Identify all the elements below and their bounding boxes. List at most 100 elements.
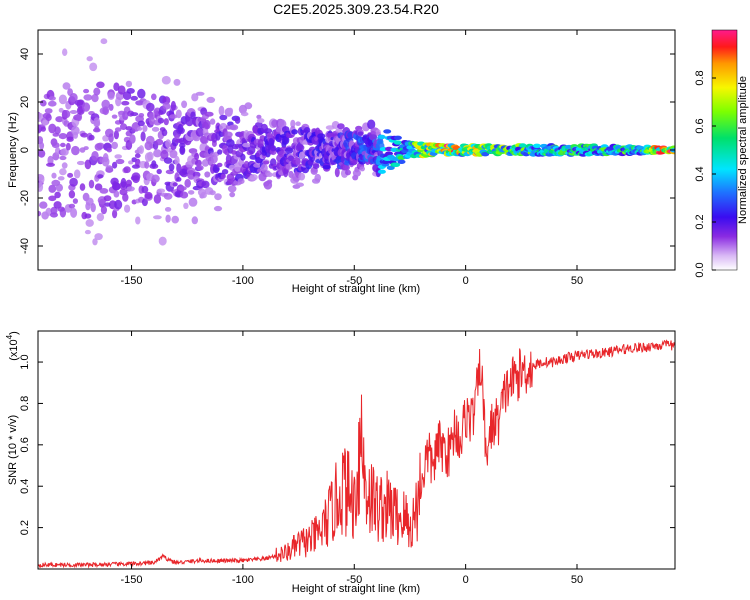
- spectrogram-blob-47: [55, 183, 64, 192]
- spectrogram-blob-63: [61, 162, 68, 169]
- spectrogram-blob-503: [234, 117, 241, 124]
- spectrogram-blob-469: [221, 169, 229, 175]
- spectrogram-blob-1014: [393, 135, 402, 140]
- snr-y-tick-label-2: 0.6: [19, 437, 31, 452]
- spectrogram-blob-414: [201, 159, 210, 167]
- spectrogram-blob-335: [175, 109, 182, 119]
- colorbar-tick-label-4: 0.8: [694, 70, 706, 85]
- spectrogram-blob-428: [206, 96, 216, 103]
- spectrogram-blob-288: [158, 236, 167, 246]
- spectrogram-blob-124: [92, 238, 98, 246]
- spectrogram-blob-68: [65, 142, 71, 151]
- spectrogram-blob-342: [177, 186, 187, 191]
- spectrogram-blob-997: [385, 151, 393, 156]
- spectrogram-blob-478: [224, 131, 233, 138]
- spectrogram-blob-119: [89, 62, 98, 72]
- spectrogram-blob-212: [128, 160, 134, 165]
- spectrogram-blob-370: [187, 170, 196, 180]
- spectrogram-blob-454: [216, 162, 223, 168]
- spectrogram-blob-60: [61, 48, 68, 56]
- spectrogram-blob-235: [137, 88, 146, 99]
- spectrogram-blob-897: [352, 169, 361, 177]
- snr-y-tick-label-3: 0.8: [19, 396, 31, 411]
- spectrogram-blob-111: [86, 56, 93, 62]
- spectrogram-blob-298: [162, 102, 171, 110]
- spectrogram-blob-43: [54, 126, 61, 135]
- spectrogram-blob-320: [172, 182, 178, 187]
- spectrogram-blob-281: [156, 168, 162, 175]
- spectrogram-blob-12: [38, 149, 46, 158]
- spectrogram-blob-328: [173, 78, 181, 86]
- colorbar-tick-label-3: 0.6: [694, 118, 706, 133]
- spectrogram-blob-294: [160, 149, 169, 160]
- snr-x-ticks: -150 -100 -50 0 50: [121, 331, 583, 586]
- spectrogram-blob-267: [151, 93, 157, 101]
- spectrogram-blob-79: [69, 110, 78, 114]
- spectrogram-blob-523: [240, 111, 249, 117]
- spectrogram-blob-220: [130, 95, 138, 101]
- spectrogram-blob-13: [39, 141, 45, 150]
- colorbar-tick-label-2: 0.4: [694, 166, 706, 181]
- spectrogram-blob-193: [120, 177, 127, 188]
- spectrogram-blob-64: [62, 110, 71, 119]
- spectrogram-blob-243: [140, 131, 146, 142]
- spectrogram-blob-160: [106, 147, 113, 153]
- spectrogram-blob-78: [68, 203, 76, 209]
- spec-y-tick-label-1: -20: [19, 190, 31, 206]
- snr-multiplier-prefix: (x10: [8, 339, 20, 360]
- spectrogram-blob-297: [163, 118, 169, 126]
- spectrogram-blob-564: [255, 122, 263, 128]
- spectrogram-blob-71: [67, 172, 74, 178]
- spectrogram-blob-835: [337, 123, 345, 130]
- snr-x-tick-label-1: -100: [232, 574, 254, 586]
- colorbar-label: Normalized spectral amplitude: [737, 76, 749, 224]
- spectrogram-blob-628: [275, 127, 282, 133]
- spectrogram-blob-385: [192, 171, 201, 178]
- spectrogram-blob-247: [144, 161, 150, 169]
- spectrogram-blob-530: [242, 142, 251, 148]
- spectrogram-blob-379: [191, 216, 198, 225]
- spectrogram-blob-383: [194, 153, 200, 160]
- spectrogram-blob-418: [204, 171, 211, 178]
- spectrogram-blob-394: [195, 91, 205, 96]
- spectrogram-blob-178: [112, 182, 121, 191]
- spectrogram-blob-91: [75, 112, 83, 122]
- spectrogram-blob-1248: [532, 143, 541, 148]
- spectrogram-blob-606: [268, 138, 275, 147]
- spectrogram-blob-748: [312, 163, 320, 170]
- spectrogram-blob-76: [68, 190, 76, 199]
- spec-x-tick-label-1: -100: [232, 275, 254, 287]
- spectrogram-blob-246: [141, 185, 149, 194]
- spectrogram-blob-373: [188, 197, 198, 207]
- spectrogram-blob-697: [295, 144, 305, 152]
- spectrogram-blob-213: [126, 88, 135, 94]
- spectrogram-blob-54: [59, 168, 67, 176]
- spec-x-tick-label-0: -150: [121, 275, 143, 287]
- spectrogram-blob-820: [334, 167, 340, 178]
- spectrogram-blob-58: [58, 94, 67, 105]
- snr-multiplier-exponent: 4: [5, 334, 14, 339]
- spectrogram-blob-334: [176, 177, 182, 182]
- spectrogram-blob-195: [122, 193, 129, 202]
- spectrogram-blob-138: [96, 81, 105, 89]
- spectrogram-blob-585: [260, 163, 268, 173]
- spectrogram-blob-85: [71, 145, 80, 156]
- spectrogram-blob-273: [153, 149, 162, 158]
- spectrogram-blob-29: [48, 100, 57, 107]
- spectrogram-blob-319: [170, 100, 176, 111]
- spectrogram-blob-495: [231, 150, 237, 155]
- snr-x-tick-label-3: 0: [463, 574, 469, 586]
- spec-y-tick-label-2: 0: [19, 147, 31, 153]
- spectrogram-x-label: Height of straight line (km): [292, 283, 420, 295]
- spectrogram-blob-115: [88, 179, 95, 189]
- spectrogram-blob-755: [314, 173, 322, 182]
- spectrogram-blob-572: [256, 118, 265, 124]
- spectrogram-blob-151: [102, 153, 109, 163]
- spectrogram-blob-985: [377, 134, 386, 140]
- colorbar-ticks: 0.0 0.2 0.4 0.6 0.8: [694, 70, 716, 278]
- spectrogram-blob-693: [295, 182, 304, 187]
- spectrogram-blob-135: [96, 142, 105, 150]
- spectrogram-blob-52: [60, 142, 66, 148]
- spectrogram-blob-87: [72, 131, 79, 139]
- spectrogram-blob-175: [113, 130, 119, 140]
